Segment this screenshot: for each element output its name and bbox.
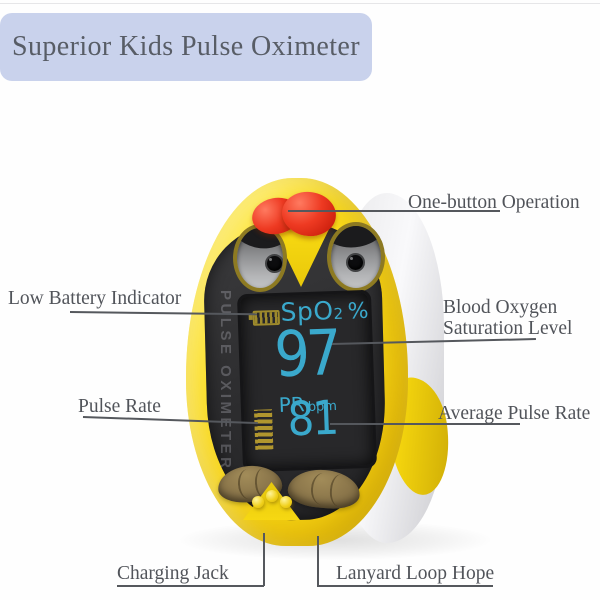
left-pupil [264,254,283,274]
leader-one-button [288,210,500,212]
page-title: Superior Kids Pulse Oximeter [12,31,360,62]
leader-lanyard-loop-v [317,536,319,586]
callout-low-battery: Low Battery Indicator [8,288,182,309]
callout-charging-jack: Charging Jack [117,563,229,584]
grip-bump [266,490,278,502]
oled-display: SpO2% 97 PR bpm 81 [236,289,378,473]
callout-lanyard-loop: Lanyard Loop Hope [336,563,495,584]
callout-pulse-rate: Pulse Rate [78,396,161,417]
right-pupil [346,253,365,273]
leader-charging-jack-v [263,533,265,586]
pulse-bars-icon [253,409,274,450]
device-side-label: PULSE OXIMETER [217,289,234,472]
penguin-left-eye [233,224,287,292]
grip-bump [280,496,292,508]
pr-value: 81 [286,389,338,447]
penguin-right-eye [327,222,385,292]
power-button [249,188,339,240]
pulse-oximeter-device: PULSE OXIMETER SpO2% 97 PR bpm 81 [170,165,490,565]
callout-one-button: One-button Operation [408,192,580,213]
grip-bump [252,496,264,508]
callout-blood-oxygen: Blood Oxygen Saturation Level [443,297,572,339]
top-border-line [0,3,600,4]
callout-average-pulse-rate: Average Pulse Rate [438,403,591,424]
power-button-right-lobe [279,188,339,240]
leader-charging-jack-h [117,585,264,587]
title-banner: Superior Kids Pulse Oximeter [0,13,372,81]
leader-average-pulse-rate [330,423,520,425]
spo2-value: 97 [273,316,339,392]
callout-blood-oxygen-line2: Saturation Level [443,318,573,339]
leader-lanyard-loop-h [317,585,493,587]
callout-blood-oxygen-line1: Blood Oxygen [443,297,558,318]
